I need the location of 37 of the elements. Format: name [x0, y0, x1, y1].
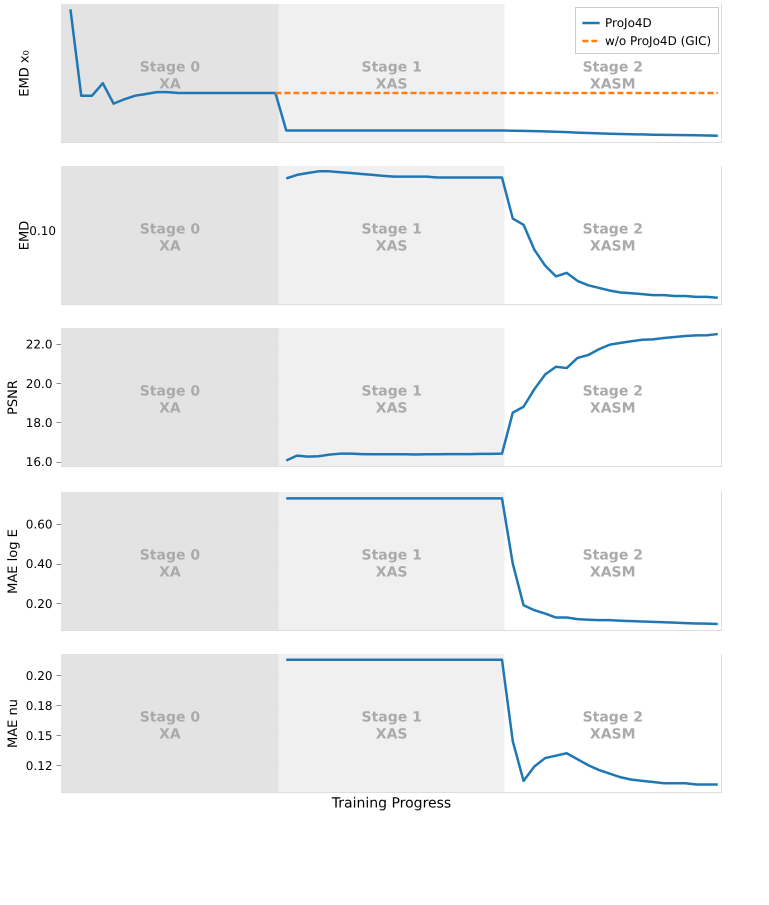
annotation: Stage 2 XASM — [582, 547, 643, 580]
y-tick-label: 0.18 — [26, 698, 52, 713]
annotation: Stage 2 XASM — [582, 709, 643, 742]
annotation: Stage 0 XA — [140, 59, 200, 92]
y-tick-label: 0.40 — [26, 557, 52, 572]
legend-label: ProJo4D — [605, 16, 652, 30]
y-tick-label: 20.0 — [26, 376, 52, 391]
y-tick-label: 0.20 — [26, 596, 52, 611]
y-axis-title: MAE nu — [6, 699, 21, 748]
y-axis-title: MAE log E — [6, 529, 21, 594]
x-axis-title: Training Progress — [330, 796, 452, 812]
y-axis-title: PSNR — [6, 380, 21, 415]
annotation: Stage 0 XA — [140, 221, 200, 254]
annotation: Stage 1 XAS — [361, 547, 422, 580]
annotation: Stage 2 XASM — [582, 221, 643, 254]
y-tick-label: 0.12 — [26, 758, 52, 773]
annotation: Stage 0 XA — [140, 709, 200, 742]
line-series — [284, 658, 720, 786]
legend-label: w/o ProJo4D (GIC) — [605, 34, 712, 48]
y-tick-label: 0.20 — [26, 668, 52, 683]
line-series — [284, 497, 720, 626]
text: 0.10 — [29, 224, 56, 238]
y-tick-label: 16.0 — [26, 455, 52, 470]
y-tick-label: 22.0 — [26, 338, 52, 352]
annotation: Stage 1 XAS — [361, 709, 422, 742]
y-tick-label: 0.60 — [26, 518, 52, 532]
annotation: Stage 0 XA — [140, 383, 200, 416]
y-axis-title: EMD x₀ — [18, 50, 32, 97]
line-series — [284, 332, 720, 462]
annotation: Stage 0 XA — [140, 547, 200, 580]
y-tick-label: 0.15 — [26, 728, 52, 743]
annotation: Stage 1 XAS — [361, 383, 422, 416]
annotation: Stage 1 XAS — [361, 59, 422, 92]
annotation: Stage 1 XAS — [361, 221, 422, 254]
y-tick-label: 18.0 — [26, 416, 52, 430]
annotation: Stage 2 XASM — [582, 59, 643, 92]
annotation: Stage 2 XASM — [582, 383, 643, 416]
